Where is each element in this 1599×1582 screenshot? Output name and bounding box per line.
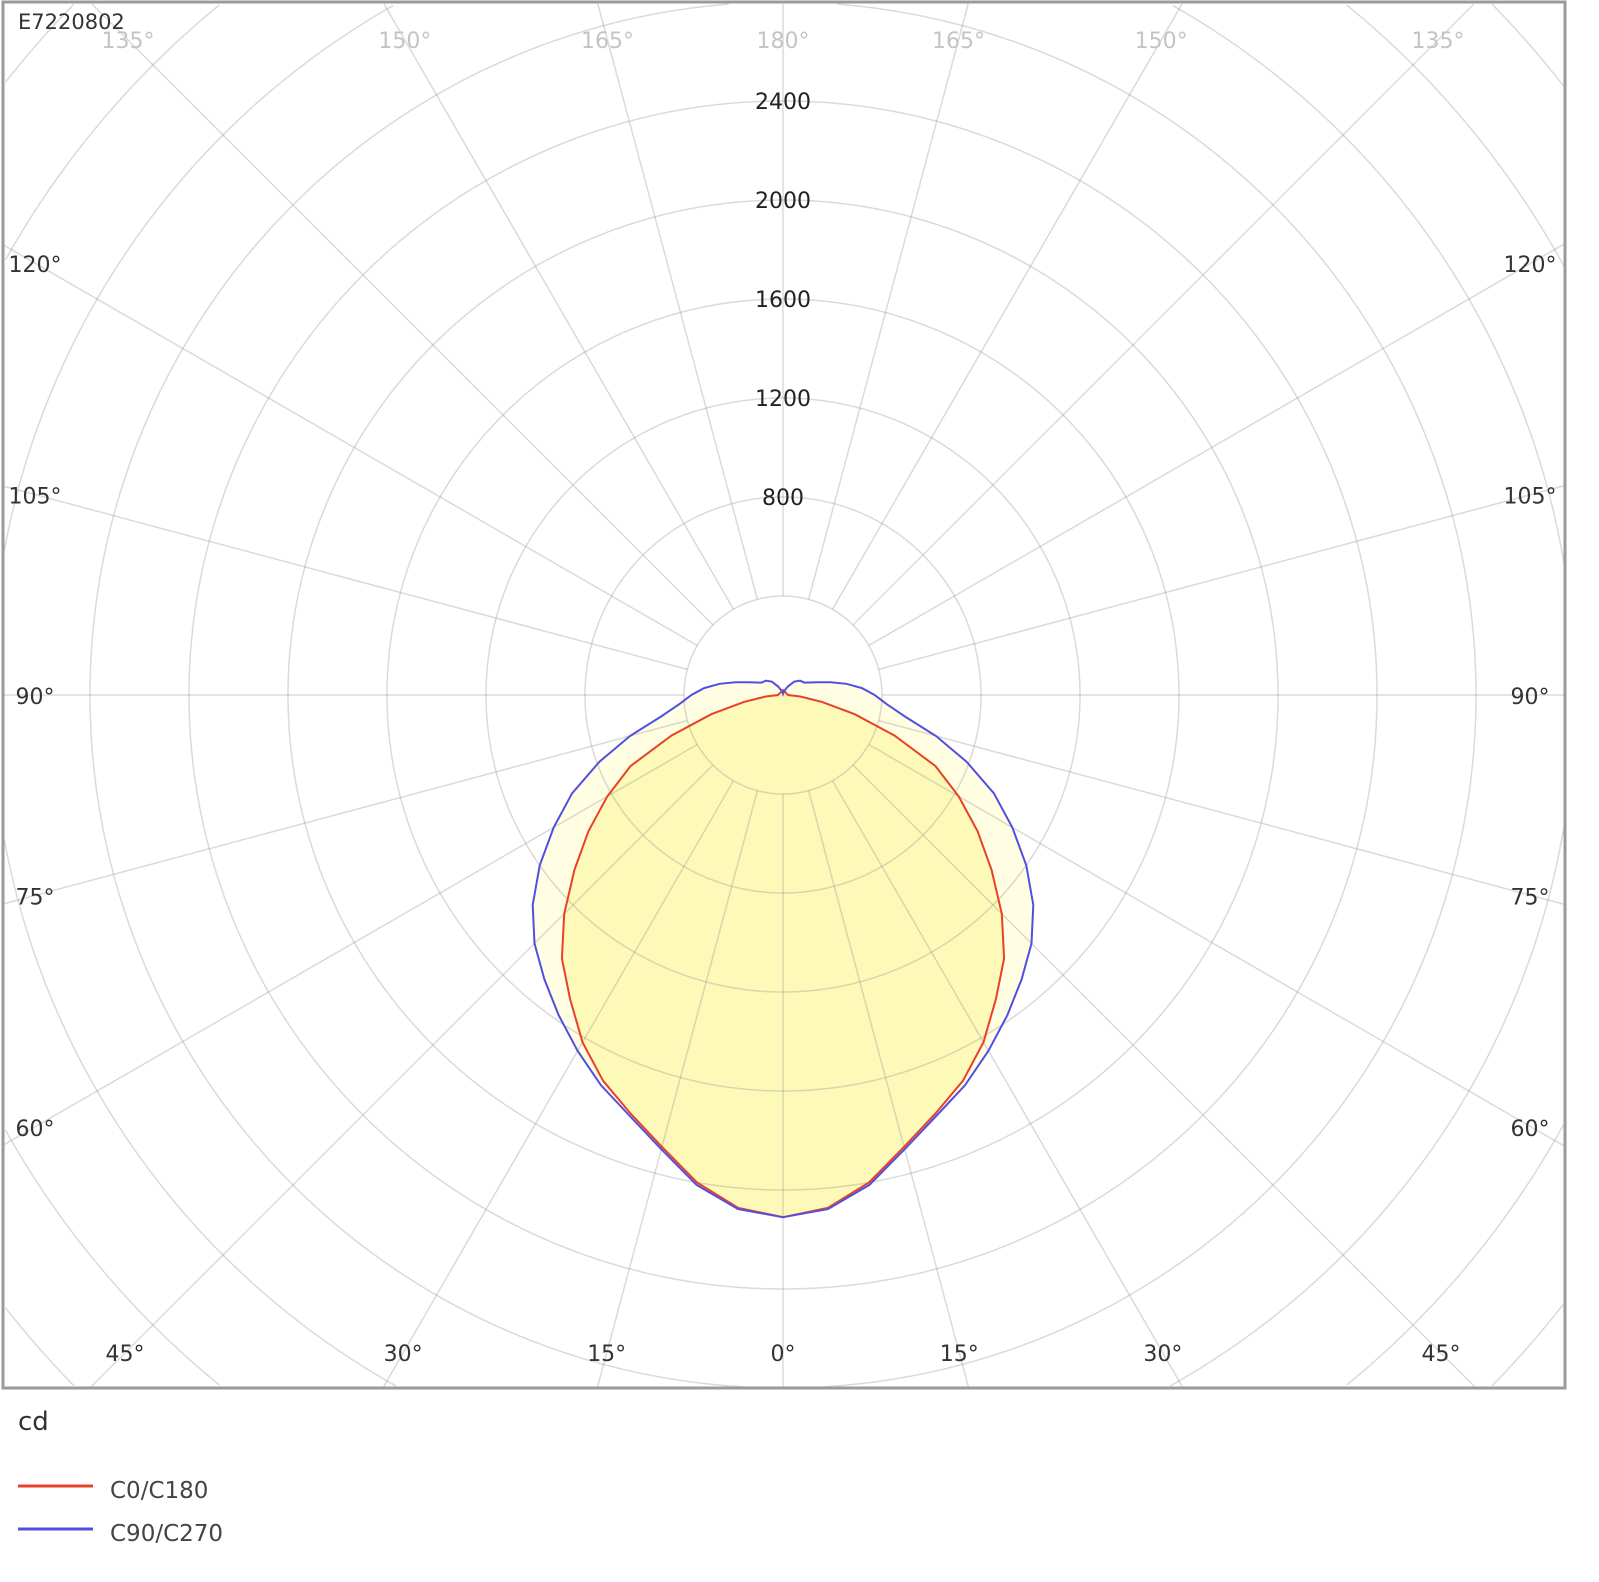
angle-label-right: 60° (1511, 1117, 1550, 1142)
angle-label-left: 60° (16, 1117, 55, 1142)
angle-label-right: 75° (1511, 885, 1550, 910)
grid-ray-240 (3, 244, 698, 647)
angle-label-right: 120° (1504, 253, 1557, 278)
angle-label-bottom: 30° (384, 1342, 423, 1367)
grid-ray-300 (3, 743, 698, 1146)
grid-ray-60 (868, 743, 1566, 1148)
series-line-c0-c180 (560, 688, 1006, 1219)
grid-ring-2400 (188, 100, 1378, 1290)
grid-ring-3200 (3, 5, 1566, 1387)
angle-label-bottom: 45° (1422, 1342, 1461, 1367)
radial-tick-label: 2000 (755, 189, 811, 214)
angle-label-bottom: 0° (771, 1342, 796, 1367)
angle-label-top: 165° (932, 29, 985, 54)
angle-label-left: 105° (9, 485, 62, 510)
angle-label-right: 90° (1511, 685, 1550, 710)
plot-border (1, 0, 1567, 1390)
radial-tick-label: 1600 (755, 288, 811, 313)
angle-label-left: 90° (16, 685, 55, 710)
chart-title: E7220802 (18, 10, 125, 34)
radial-tick-label: 800 (762, 486, 804, 511)
angle-label-bottom: 15° (587, 1342, 626, 1367)
grid-ray-15 (807, 790, 970, 1388)
angle-label-top: 135° (1412, 29, 1465, 54)
grid-ring-400 (683, 595, 883, 795)
grid-ray-210 (383, 3, 735, 610)
grid-ring-3600 (4, 4, 1565, 1386)
grid-ring-2000 (287, 199, 1279, 1191)
angle-label-bottom: 15° (940, 1342, 979, 1367)
grid-ray-345 (596, 790, 759, 1388)
angle-label-bottom: 45° (106, 1342, 145, 1367)
unit-label: cd (18, 1407, 49, 1437)
angle-label-top: 150° (1135, 29, 1188, 54)
legend: C0/C180 C90/C270 (18, 1478, 223, 1547)
grid-ray-165 (807, 3, 969, 600)
grid-ring-800 (584, 496, 982, 894)
grid-ray-30 (831, 780, 1184, 1388)
angle-label-bottom: 30° (1143, 1342, 1182, 1367)
legend-label-c90-c270: C90/C270 (110, 1521, 223, 1547)
radial-tick-label: 2400 (755, 90, 811, 115)
grid-ray-135 (852, 3, 1475, 626)
angle-label-top: 165° (581, 29, 634, 54)
grid-ring-2800 (89, 3, 1477, 1388)
grid-ray-225 (91, 3, 714, 626)
legend-label-c0-c180: C0/C180 (110, 1478, 208, 1504)
grid-ray-120 (868, 242, 1566, 647)
grid-ray-330 (382, 780, 735, 1388)
grid-ray-150 (831, 3, 1183, 610)
angle-label-left: 120° (9, 253, 62, 278)
grid-ray-195 (597, 3, 759, 600)
angle-label-top: 150° (378, 29, 431, 54)
angle-label-top: 135° (102, 29, 155, 54)
series-line-c90-c270 (531, 679, 1035, 1219)
angle-label-right: 105° (1504, 485, 1557, 510)
grid-ring-1600 (386, 298, 1180, 1092)
angle-label-left: 75° (16, 885, 55, 910)
radial-tick-label: 1200 (755, 387, 811, 412)
fill-c0-c180 (561, 690, 1005, 1218)
grid-ray-105 (878, 484, 1566, 671)
grid-ray-285 (3, 719, 688, 905)
grid-ring-1200 (485, 397, 1081, 993)
grid-ray-45 (852, 764, 1476, 1388)
grid-ray-255 (3, 485, 688, 671)
grid-ray-75 (878, 719, 1566, 906)
angle-label-top: 180° (757, 29, 810, 54)
grid-ray-315 (90, 764, 714, 1388)
grid-ring-4000 (4, 3, 1564, 1387)
